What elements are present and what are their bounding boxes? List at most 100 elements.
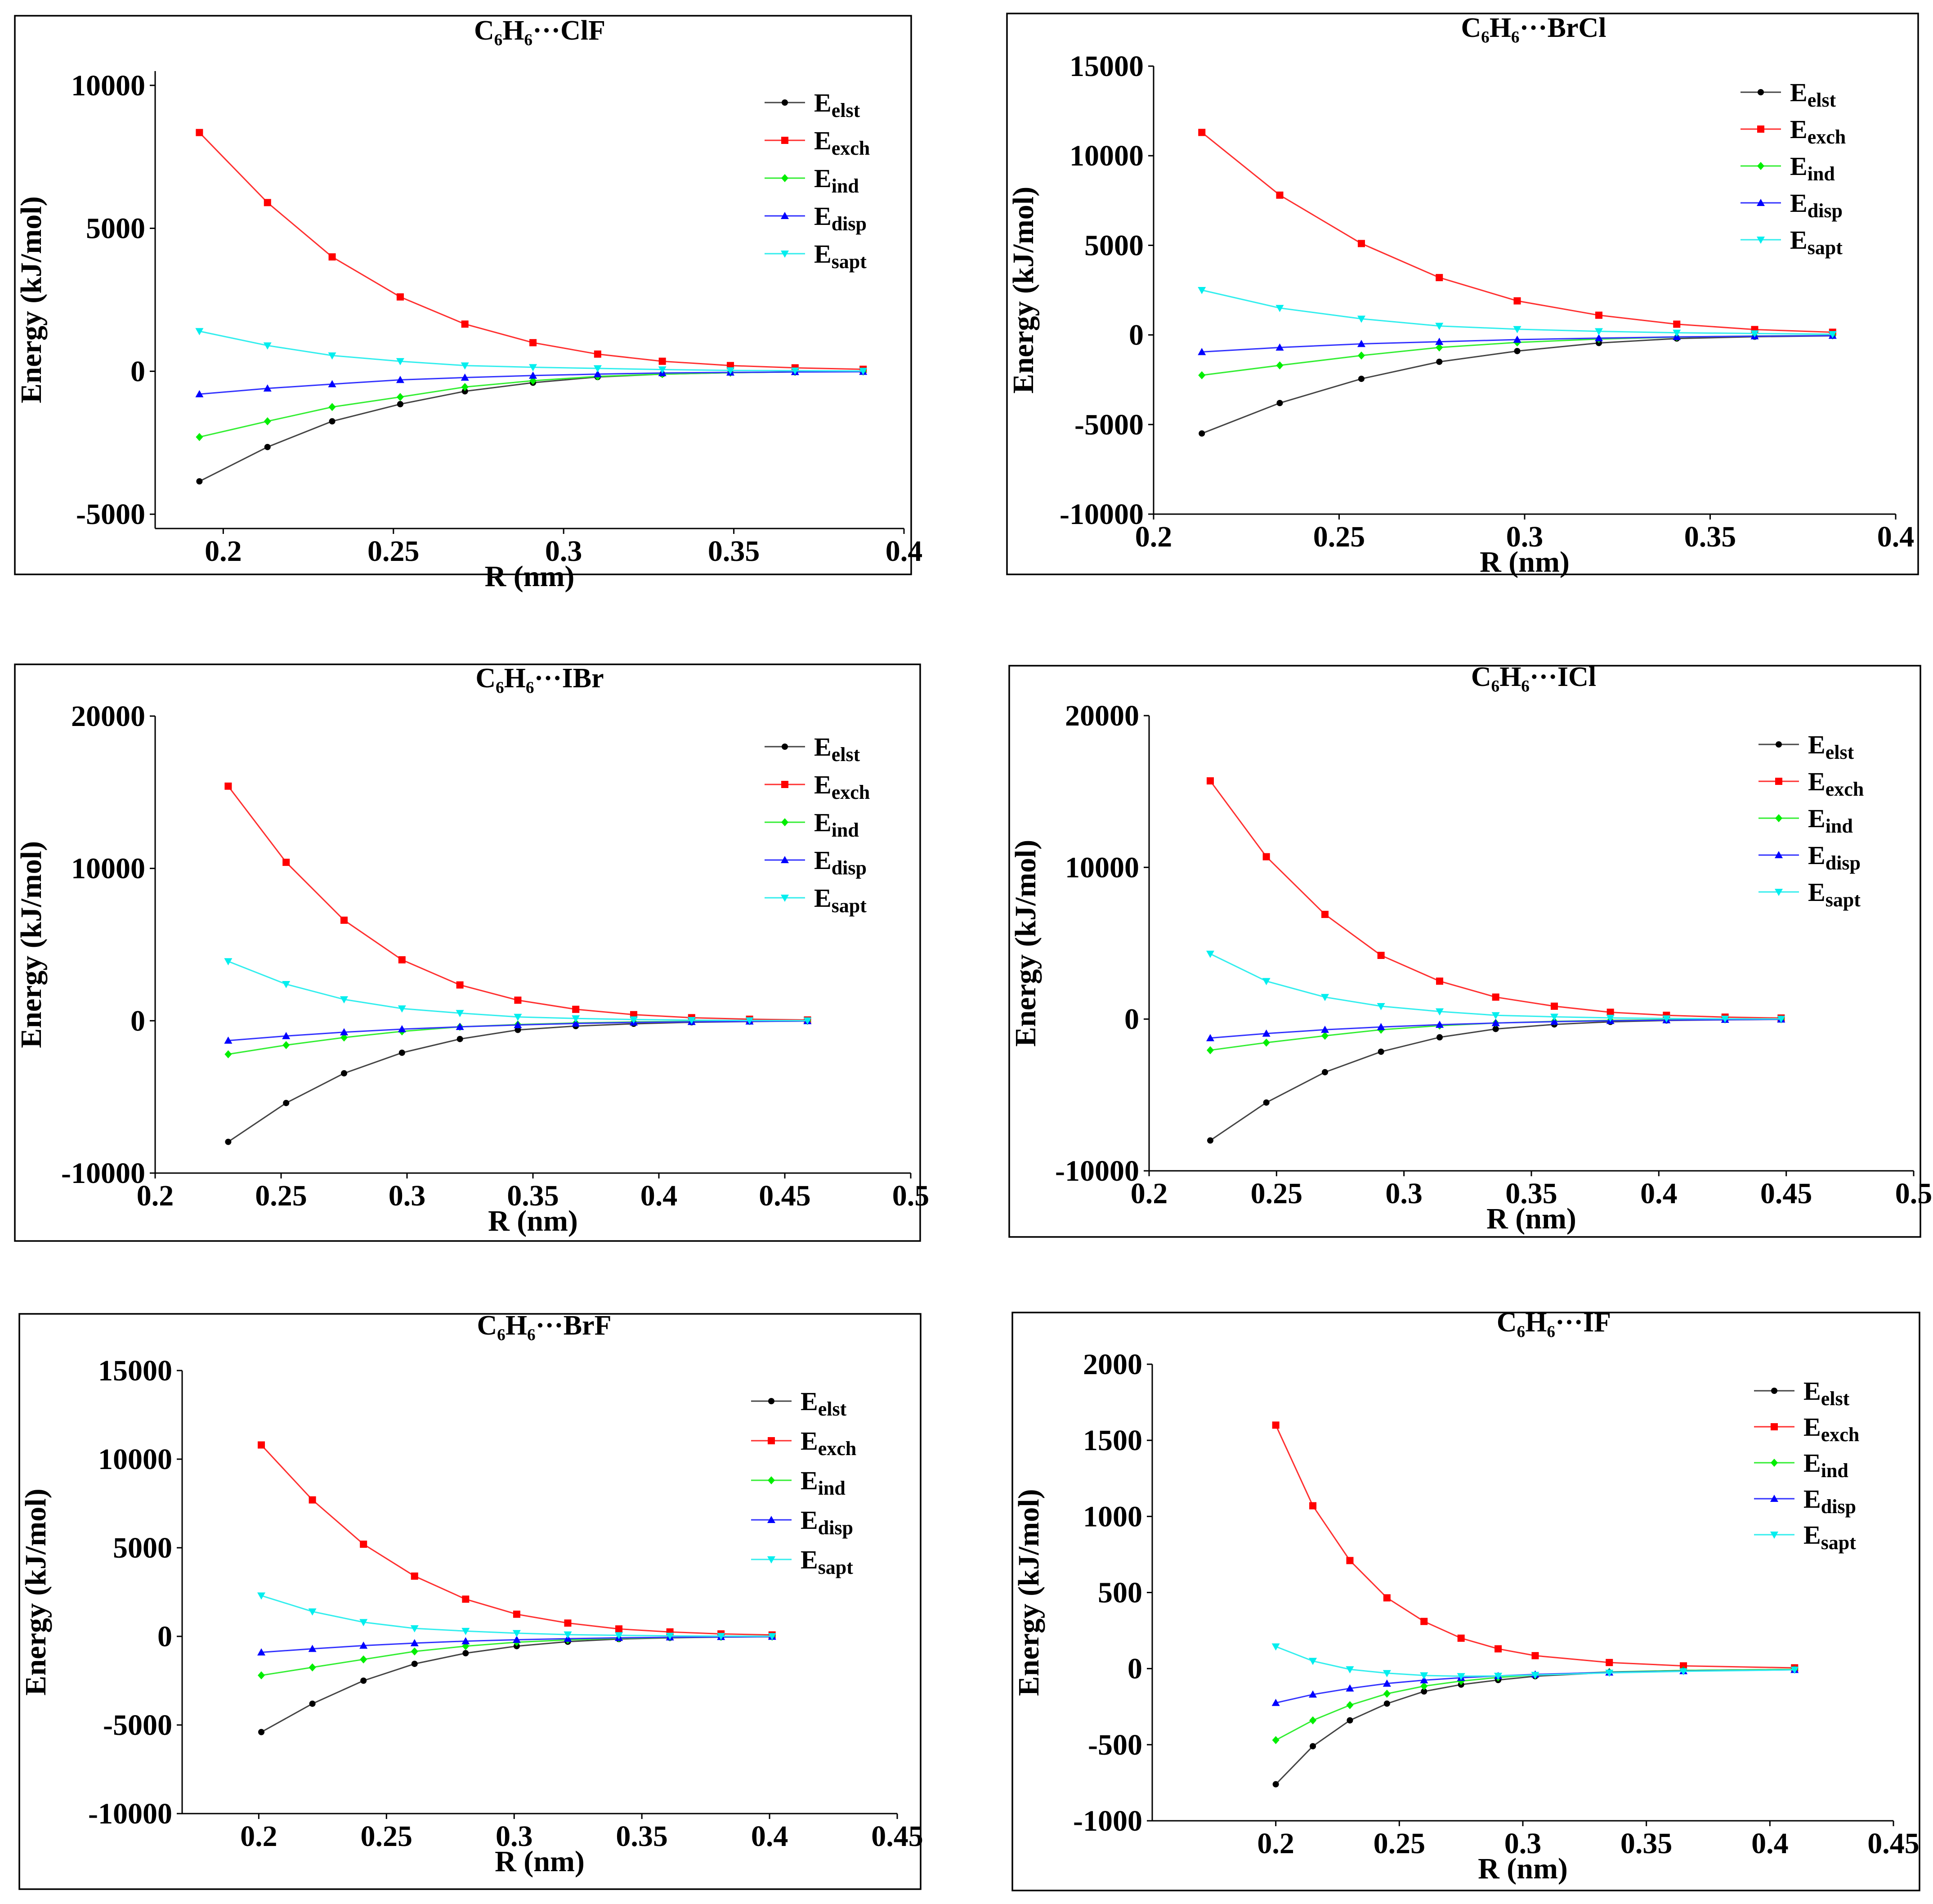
data-point-ind <box>264 417 271 426</box>
y-tick-label: -10000 <box>1060 498 1144 531</box>
data-point-exch <box>529 339 537 346</box>
data-point-sapt <box>328 352 336 360</box>
data-point-exch <box>258 1441 265 1449</box>
data-point-ind <box>1198 371 1206 380</box>
x-axis-title: R (nm) <box>488 1205 578 1237</box>
data-point-ind <box>1346 1701 1354 1709</box>
data-point-sapt <box>1491 1012 1500 1020</box>
legend-label-ind: Eind <box>1808 804 1853 837</box>
data-point-sapt <box>514 1013 522 1021</box>
data-point-disp <box>398 1025 406 1032</box>
x-tick-label: 0.5 <box>892 1179 930 1212</box>
data-point-disp <box>514 1021 522 1028</box>
y-tick-label: 0 <box>130 355 145 388</box>
data-point-ind <box>1383 1689 1391 1698</box>
legend-marker-exch <box>781 781 788 788</box>
data-point-sapt <box>1262 978 1271 986</box>
x-tick-label: 0.4 <box>640 1179 678 1212</box>
panel-title: C₆H₆···ClF <box>474 15 605 46</box>
data-point-sapt <box>1357 315 1365 323</box>
data-point-sapt <box>263 342 272 350</box>
data-point-disp <box>257 1648 266 1656</box>
data-point-ind <box>1436 343 1443 352</box>
panel-frame <box>14 15 912 575</box>
data-point-exch <box>1457 1635 1465 1642</box>
y-tick-label: -10000 <box>61 1157 145 1190</box>
legend-label-elst: Eelst <box>1808 730 1854 763</box>
data-point-ind <box>282 1041 290 1049</box>
data-point-disp <box>1513 335 1521 343</box>
series-exch <box>1207 777 1785 1022</box>
data-point-disp <box>224 1036 233 1044</box>
legend-label-ind: Eind <box>814 164 859 197</box>
y-tick-label: -500 <box>1088 1729 1142 1761</box>
data-point-exch <box>340 916 348 924</box>
legend-marker-elst <box>1758 89 1764 95</box>
y-tick-label: 10000 <box>98 1443 172 1476</box>
data-point-exch <box>1680 1662 1687 1670</box>
legend-label-ind: Eind <box>814 808 859 841</box>
data-point-sapt <box>1790 1667 1799 1674</box>
x-tick-label: 0.4 <box>1751 1827 1789 1860</box>
data-point-ind <box>360 1655 367 1664</box>
data-point-sapt <box>745 1017 754 1025</box>
data-point-exch <box>224 782 232 790</box>
data-point-disp <box>1383 1679 1391 1687</box>
data-point-disp <box>1550 1017 1558 1025</box>
data-point-ind <box>1276 361 1284 370</box>
y-axis-title: Energy (kJ/mol) <box>19 1488 52 1695</box>
legend-marker-elst <box>782 744 788 750</box>
legend-label-disp: Edisp <box>1790 188 1843 222</box>
y-tick-label: 10000 <box>71 69 145 102</box>
legend-marker-exch <box>1775 778 1782 785</box>
data-point-elst <box>1347 1717 1353 1724</box>
data-point-exch <box>564 1619 572 1627</box>
legend-marker-ind <box>768 1476 775 1484</box>
data-point-elst <box>264 444 271 450</box>
y-axis-title: Energy (kJ/mol) <box>1012 1489 1045 1696</box>
data-point-disp <box>1206 1034 1214 1041</box>
data-point-sapt <box>1321 994 1329 1001</box>
series-sapt <box>1271 1643 1799 1680</box>
data-point-exch <box>1492 993 1499 1001</box>
data-point-sapt <box>456 1010 464 1017</box>
data-point-sapt <box>1777 1016 1785 1023</box>
legend-marker-sapt <box>767 1556 775 1564</box>
x-tick-label: 0.25 <box>255 1179 307 1212</box>
data-point-elst <box>1421 1688 1427 1695</box>
data-point-elst <box>397 401 403 408</box>
x-tick-label: 0.4 <box>1640 1177 1678 1210</box>
panel-title: C₆H₆···BrCl <box>1461 13 1606 43</box>
legend-marker-elst <box>782 99 788 106</box>
panel-frame <box>1008 665 1921 1238</box>
data-point-sapt <box>1828 331 1837 339</box>
data-point-elst <box>360 1677 367 1684</box>
legend-marker-exch <box>1757 125 1764 133</box>
data-point-sapt <box>630 1016 638 1024</box>
y-tick-label: -10000 <box>1055 1155 1139 1187</box>
data-point-elst <box>283 1100 290 1107</box>
data-point-sapt <box>1513 326 1521 333</box>
data-point-elst <box>1358 376 1365 382</box>
legend-label-exch: Eexch <box>1803 1412 1859 1446</box>
x-axis-title: R (nm) <box>1486 1202 1576 1235</box>
data-point-exch <box>572 1005 580 1013</box>
data-point-exch <box>396 293 404 301</box>
data-point-disp <box>1435 337 1444 345</box>
x-tick-label: 0.2 <box>137 1179 174 1212</box>
data-point-exch <box>615 1625 623 1633</box>
x-tick-label: 0.35 <box>616 1820 668 1853</box>
data-point-sapt <box>1457 1673 1465 1680</box>
data-point-elst <box>329 418 336 425</box>
data-point-sapt <box>1309 1658 1317 1665</box>
data-point-disp <box>461 373 469 381</box>
legend-label-elst: Eelst <box>814 88 860 121</box>
data-point-exch <box>398 956 406 963</box>
data-point-ind <box>309 1663 316 1671</box>
series-sapt <box>257 1592 776 1640</box>
y-tick-label: 500 <box>1098 1577 1142 1609</box>
data-point-sapt <box>1595 328 1603 336</box>
data-point-sapt <box>461 1628 470 1635</box>
legend-label-sapt: Esapt <box>814 239 867 273</box>
y-axis-title: Energy (kJ/mol) <box>15 841 48 1048</box>
